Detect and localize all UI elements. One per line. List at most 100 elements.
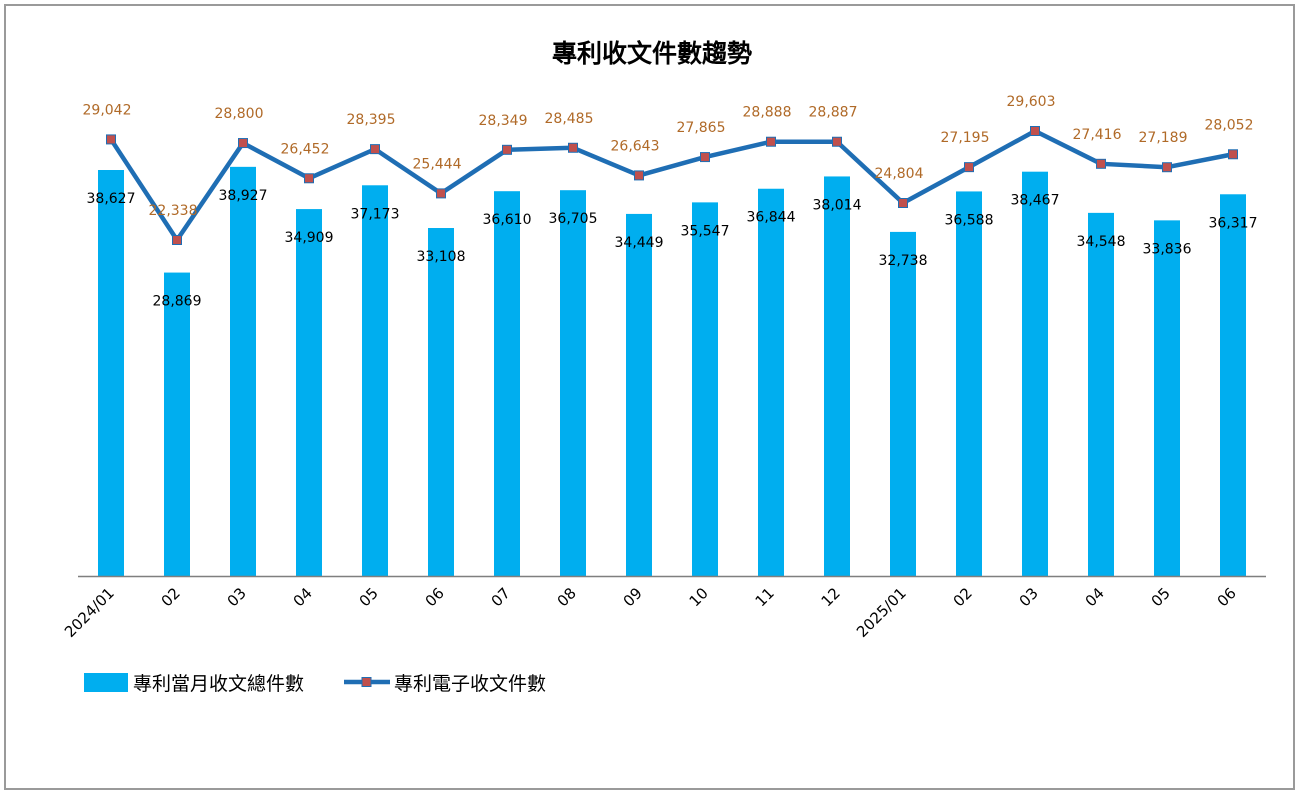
line-data-label: 27,189 <box>1139 130 1188 146</box>
line-data-label: 22,338 <box>149 203 198 219</box>
series-line <box>111 131 1233 240</box>
bar <box>296 209 322 576</box>
labels-layer: 29,042 22,338 28,800 26,452 28,395 25,444 28,3… <box>83 94 1258 310</box>
bar-data-label: 36,588 <box>945 212 994 228</box>
line-data-label: 28,887 <box>809 105 858 121</box>
line-point <box>569 143 578 152</box>
bar-data-label: 32,738 <box>879 253 928 269</box>
legend: 專利當月收文總件數 專利電子收文件數 <box>84 673 546 695</box>
bar-data-label: 37,173 <box>351 206 400 222</box>
x-tick-label: 02 <box>158 584 184 610</box>
x-tick-label: 2025/01 <box>853 584 910 641</box>
bar <box>1220 194 1246 576</box>
bar <box>1022 172 1048 576</box>
x-tick-label: 04 <box>1082 584 1108 610</box>
line-data-label: 28,888 <box>743 105 792 121</box>
line-data-label: 25,444 <box>413 156 462 172</box>
chart-svg: 專利收文件數趨勢 2024/01020304050607080910111220… <box>6 6 1297 792</box>
line-data-label: 28,485 <box>545 111 594 127</box>
bar-data-label: 36,705 <box>549 211 598 227</box>
line-point <box>173 236 182 245</box>
bar-data-label: 34,548 <box>1077 234 1126 250</box>
line-point <box>371 145 380 154</box>
line-layer <box>107 127 1238 245</box>
bar <box>560 190 586 576</box>
bar <box>428 228 454 576</box>
x-tick-label: 11 <box>752 584 778 610</box>
line-point <box>1031 127 1040 136</box>
bar-data-label: 38,014 <box>813 197 862 213</box>
x-tick-label: 03 <box>224 584 250 610</box>
x-tick-label: 10 <box>686 584 712 610</box>
line-point <box>701 153 710 162</box>
legend-label-line: 專利電子收文件數 <box>394 673 546 695</box>
bar <box>494 191 520 576</box>
chart-title: 專利收文件數趨勢 <box>552 39 752 68</box>
legend-swatch-marker <box>362 678 371 687</box>
bar-data-label: 33,836 <box>1143 241 1192 257</box>
axis-layer: 2024/01 02 03 04 05 06 07 08 09 10 11 12 2025/01 02 03… <box>61 577 1266 641</box>
bar-data-label: 36,317 <box>1209 215 1258 231</box>
bar <box>230 167 256 576</box>
line-data-label: 29,603 <box>1007 94 1056 110</box>
x-tick-label: 09 <box>620 584 646 610</box>
line-data-label: 26,643 <box>611 138 660 154</box>
line-point <box>1097 159 1106 168</box>
line-data-label: 24,804 <box>875 166 924 182</box>
bar <box>824 176 850 576</box>
line-data-label: 29,042 <box>83 102 132 118</box>
line-data-label: 27,416 <box>1073 127 1122 143</box>
line-point <box>503 145 512 154</box>
bar <box>164 273 190 576</box>
bar <box>1088 213 1114 576</box>
x-tick-label: 04 <box>290 584 316 610</box>
line-data-label: 27,195 <box>941 130 990 146</box>
legend-label-bar: 專利當月收文總件數 <box>133 673 304 695</box>
bar <box>362 185 388 576</box>
line-point <box>305 174 314 183</box>
x-tick-label: 07 <box>488 584 514 610</box>
line-data-label: 26,452 <box>281 141 330 157</box>
bars-layer <box>98 167 1246 576</box>
bar-data-label: 38,927 <box>219 188 268 204</box>
line-point <box>107 135 116 144</box>
line-data-label: 28,349 <box>479 113 528 129</box>
x-tick-label: 03 <box>1016 584 1042 610</box>
bar-data-label: 33,108 <box>417 249 466 265</box>
line-data-label: 28,800 <box>215 106 264 122</box>
bar-data-label: 36,610 <box>483 212 532 228</box>
legend-swatch-bar <box>84 673 128 692</box>
bar <box>758 189 784 576</box>
bar-data-label: 34,909 <box>285 230 334 246</box>
x-tick-label: 02 <box>950 584 976 610</box>
bar <box>1154 220 1180 576</box>
line-point <box>635 171 644 180</box>
x-tick-label: 06 <box>422 584 448 610</box>
line-point <box>965 163 974 172</box>
x-tick-label: 2024/01 <box>61 584 118 641</box>
bar-data-label: 38,627 <box>87 191 136 207</box>
bar <box>890 232 916 576</box>
line-data-label: 28,052 <box>1205 117 1254 133</box>
bar <box>692 202 718 576</box>
line-point <box>767 137 776 146</box>
x-tick-label: 08 <box>554 584 580 610</box>
bar-data-label: 38,467 <box>1011 193 1060 209</box>
line-point <box>899 199 908 208</box>
x-tick-label: 12 <box>818 584 844 610</box>
bar <box>956 191 982 576</box>
bar <box>98 170 124 576</box>
chart-frame: 專利收文件數趨勢 2024/01020304050607080910111220… <box>4 4 1295 790</box>
x-tick-label: 05 <box>1148 584 1174 610</box>
line-data-label: 28,395 <box>347 112 396 128</box>
x-tick-label: 05 <box>356 584 382 610</box>
line-point <box>1229 150 1238 159</box>
line-point <box>239 139 248 148</box>
x-tick-label: 06 <box>1214 584 1240 610</box>
bar <box>626 214 652 576</box>
line-point <box>437 189 446 198</box>
line-point <box>833 137 842 146</box>
line-data-label: 27,865 <box>677 120 726 136</box>
bar-data-label: 36,844 <box>747 210 796 226</box>
bar-data-label: 35,547 <box>681 223 730 239</box>
